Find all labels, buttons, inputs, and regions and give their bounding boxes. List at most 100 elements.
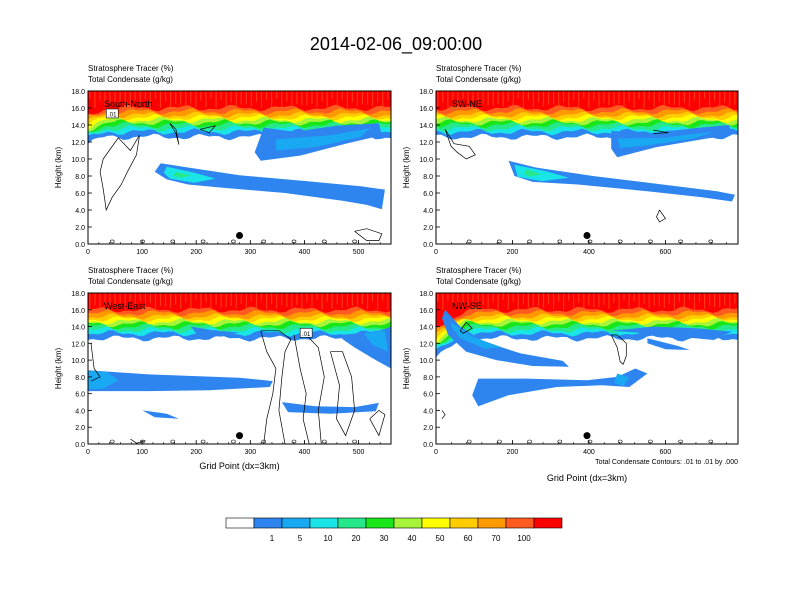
tracer-spike xyxy=(205,293,207,303)
tracer-spike xyxy=(452,91,454,100)
condensate-contour xyxy=(260,330,292,444)
tracer-band xyxy=(88,91,391,115)
tracer-spike xyxy=(286,293,288,307)
condensate-contour xyxy=(109,439,115,444)
tracer-spike xyxy=(377,91,379,103)
tracer-spike xyxy=(588,293,590,306)
tracer-spike xyxy=(502,91,504,107)
tracer-spike xyxy=(573,91,575,101)
tracer-spike xyxy=(190,91,192,104)
tracer-spike xyxy=(583,293,585,309)
tracer-spike xyxy=(382,293,384,301)
colorbar-swatch xyxy=(309,517,339,529)
tracer-spike xyxy=(382,91,384,108)
tracer-region xyxy=(154,163,385,210)
tracer-spike xyxy=(215,293,217,305)
colorbar-label: 20 xyxy=(352,534,361,543)
plot-frame xyxy=(435,90,739,245)
condensate-contour xyxy=(109,239,115,244)
tracer-spike xyxy=(442,91,444,103)
tracer-spike xyxy=(250,293,252,302)
condensate-contour xyxy=(330,351,355,437)
tracer-spike xyxy=(230,91,232,103)
tracer-spike xyxy=(608,91,610,106)
tracer-spike xyxy=(678,293,680,302)
tracer-spike xyxy=(517,293,519,310)
panel-label: SW-NE xyxy=(452,99,482,109)
y-tick-label: 12.0 xyxy=(419,140,433,147)
y-tick-label: 10.0 xyxy=(419,358,433,365)
location-marker xyxy=(236,232,243,239)
tracer-spike xyxy=(316,293,318,301)
tracer-spike xyxy=(678,91,680,106)
tracer-spike xyxy=(578,91,580,108)
tracer-spike xyxy=(255,293,258,310)
tracer-spike xyxy=(693,91,696,101)
x-axis-label: Grid Point (dx=3km) xyxy=(199,461,279,471)
tracer-spike xyxy=(311,293,313,310)
x-tick-label: 400 xyxy=(299,449,311,456)
tracer-spike xyxy=(306,91,308,106)
colorbar-label: 5 xyxy=(298,534,303,543)
tracer-spike xyxy=(139,91,141,108)
panel-nw-se: NW-SE 0.0 2.0 4.0 6.0 8.0 10.0 12.0 14.0 16.0 18.0… xyxy=(402,266,739,483)
tracer-spike xyxy=(457,293,459,304)
tracer-spike xyxy=(291,91,293,107)
tracer-spike xyxy=(104,91,106,108)
y-tick-label: 2.0 xyxy=(75,425,85,432)
tracer-spike xyxy=(165,293,167,307)
tracer-region xyxy=(275,128,370,151)
condensate-contour xyxy=(466,239,472,244)
tracer-spike xyxy=(643,91,645,108)
colorbar-swatch xyxy=(393,517,423,529)
tracer-region xyxy=(514,164,569,182)
tracer-spike xyxy=(532,91,534,108)
tracer-spike xyxy=(316,91,318,107)
condensate-contour xyxy=(199,125,217,134)
y-tick-label: 0.0 xyxy=(75,242,85,249)
colorbar-label: 60 xyxy=(464,534,473,543)
condensate-contour xyxy=(466,439,472,444)
condensate-contour xyxy=(708,439,714,444)
x-tick-label: 200 xyxy=(507,249,519,256)
tracer-spike xyxy=(512,293,514,302)
tracer-spike xyxy=(200,91,202,101)
x-tick-label: 200 xyxy=(507,449,519,456)
y-tick-label: 16.0 xyxy=(71,308,85,315)
tracer-spike xyxy=(603,91,605,104)
tracer-spike xyxy=(633,91,635,108)
tracer-spike xyxy=(144,91,146,100)
tracer-spike xyxy=(195,293,197,300)
tracer-spike xyxy=(462,91,464,99)
condensate-contour xyxy=(130,438,146,444)
panel-title-line2: Total Condensate (g/kg) xyxy=(88,75,173,84)
plot-area: SW-NE xyxy=(436,91,738,244)
tracer-spike xyxy=(698,293,701,303)
y-tick-label: 2.0 xyxy=(75,225,85,232)
tracer-spike xyxy=(99,91,101,101)
tracer-spike xyxy=(593,91,595,101)
condensate-contour xyxy=(527,239,532,244)
tracer-spike xyxy=(94,293,96,305)
tracer-spike xyxy=(341,91,343,100)
tracer-region xyxy=(451,322,503,349)
tracer-region xyxy=(614,373,630,387)
tracer-spike xyxy=(195,91,197,108)
tracer-spike xyxy=(114,293,116,309)
tracer-spike xyxy=(537,91,540,103)
panel-title-line2: Total Condensate (g/kg) xyxy=(88,277,173,286)
tracer-spike xyxy=(367,293,369,310)
tracer-spike xyxy=(144,293,146,310)
tracer-spike xyxy=(729,293,731,309)
y-tick-label: 10.0 xyxy=(419,157,433,164)
tracer-spike xyxy=(668,91,670,105)
tracer-region xyxy=(611,326,732,340)
y-tick-label: 6.0 xyxy=(75,191,85,198)
tracer-spike xyxy=(296,91,298,104)
x-tick-label: 500 xyxy=(353,449,365,456)
tracer-spike xyxy=(220,293,222,308)
tracer-spike xyxy=(159,91,162,108)
condensate-contour xyxy=(656,209,667,223)
condensate-contour xyxy=(557,239,563,244)
tracer-spike xyxy=(512,91,514,108)
